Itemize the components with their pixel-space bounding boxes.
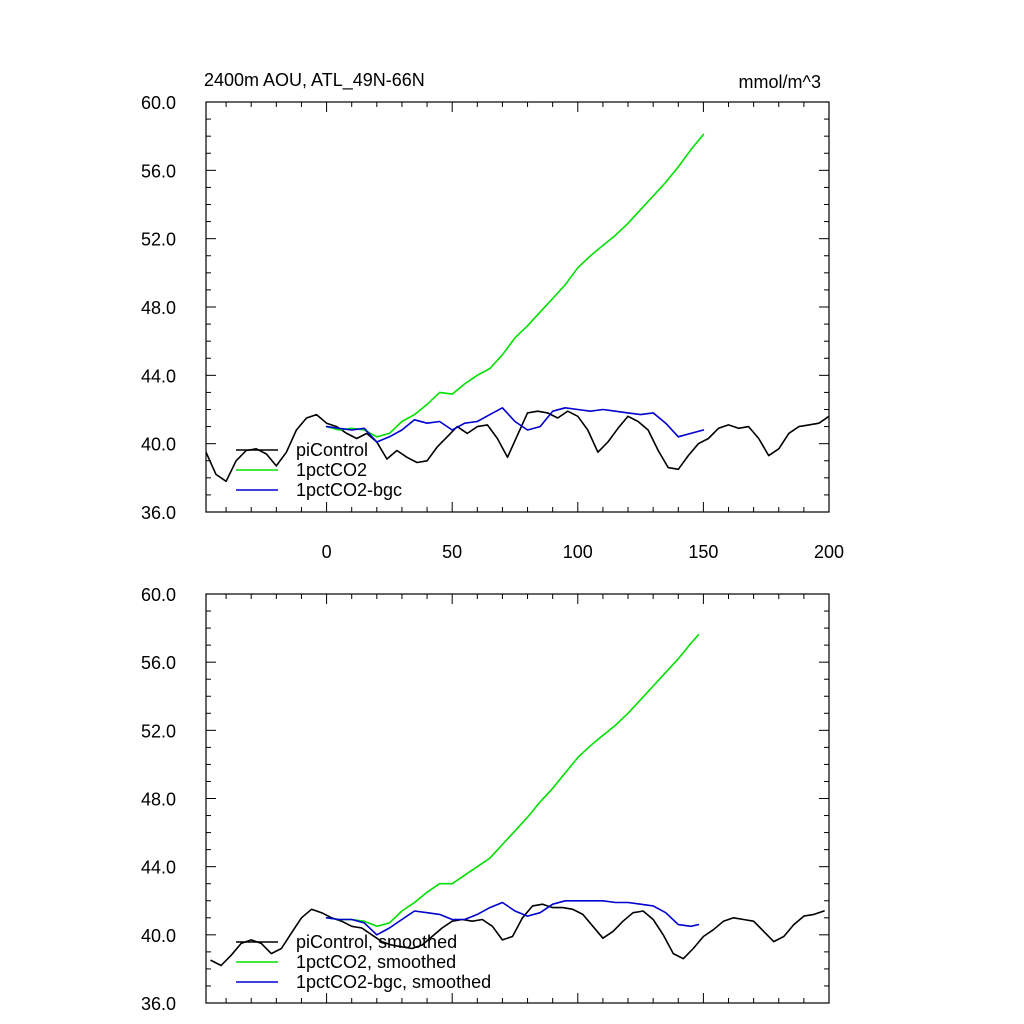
legend-label: 1pctCO2-bgc, smoothed	[296, 972, 491, 992]
series-line-1pctco2-bgc	[325, 406, 705, 443]
legend-label: piControl	[296, 440, 368, 460]
x-tick-label: 100	[563, 542, 593, 562]
legend-label: 1pctCO2, smoothed	[296, 952, 456, 972]
x-tick-label: 50	[442, 542, 462, 562]
y-tick-label: 48.0	[141, 790, 176, 810]
chart-panel-2: 36.0 40.0 44.0 48.0 52.0 56.0 60.0 piControl, s…	[141, 585, 830, 1014]
y-tick-label: 36.0	[141, 503, 176, 523]
legend-label: piControl, smoothed	[296, 932, 457, 952]
y-tick-label: 56.0	[141, 161, 176, 181]
y-tick-label: 40.0	[141, 926, 176, 946]
units-label: mmol/m^3	[739, 72, 821, 92]
y-tick-label: 60.0	[141, 585, 176, 605]
series-line-1pctco2-bgc-smoothed	[325, 899, 700, 936]
legend-label: 1pctCO2-bgc	[296, 480, 402, 500]
series-line-picontrol-smoothed	[210, 903, 825, 967]
y-tick-label: 40.0	[141, 435, 176, 455]
y-tick-label: 44.0	[141, 858, 176, 878]
y-tick-label: 36.0	[141, 994, 176, 1014]
series-line-1pctco2	[325, 133, 705, 438]
y-tick-label: 52.0	[141, 230, 176, 250]
y-tick-label: 48.0	[141, 298, 176, 318]
y-tick-label: 44.0	[141, 366, 176, 386]
legend-label: 1pctCO2	[296, 460, 367, 480]
y-tick-label: 60.0	[141, 93, 176, 113]
series-line-1pctco2-smoothed	[325, 634, 700, 928]
x-tick-label: 150	[688, 542, 718, 562]
x-tick-label: 0	[322, 542, 332, 562]
series-line-picontrol	[206, 410, 829, 483]
x-tick-label: 200	[814, 542, 844, 562]
chart-panel-1: 36.0 40.0 44.0 48.0 52.0 56.0 60.0 0 50 100 150 200…	[141, 70, 844, 562]
y-tick-label: 52.0	[141, 721, 176, 741]
chart-title: 2400m AOU, ATL_49N-66N	[204, 70, 425, 91]
y-tick-label: 56.0	[141, 653, 176, 673]
